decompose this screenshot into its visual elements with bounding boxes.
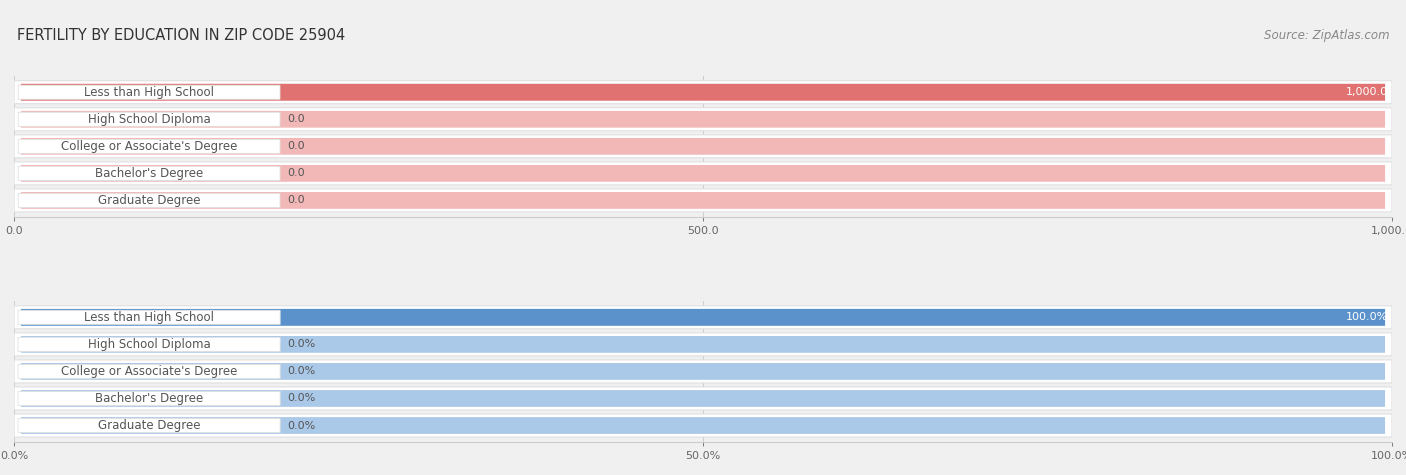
FancyBboxPatch shape [21,165,1385,182]
FancyBboxPatch shape [18,166,280,180]
Text: 0.0: 0.0 [287,114,305,124]
Text: 0.0: 0.0 [287,142,305,152]
FancyBboxPatch shape [14,189,1392,212]
Text: 0.0%: 0.0% [287,339,315,349]
FancyBboxPatch shape [14,135,1392,158]
FancyBboxPatch shape [21,336,1385,353]
FancyBboxPatch shape [18,364,280,379]
Text: Bachelor's Degree: Bachelor's Degree [96,392,204,405]
Text: Graduate Degree: Graduate Degree [98,419,200,432]
FancyBboxPatch shape [18,193,280,208]
FancyBboxPatch shape [18,112,280,126]
Text: 0.0%: 0.0% [287,393,315,403]
FancyBboxPatch shape [21,192,1385,209]
FancyBboxPatch shape [14,387,1392,410]
Text: High School Diploma: High School Diploma [87,113,211,126]
FancyBboxPatch shape [18,85,280,99]
FancyBboxPatch shape [21,138,1385,155]
Text: 0.0: 0.0 [287,169,305,179]
Text: College or Associate's Degree: College or Associate's Degree [60,365,238,378]
FancyBboxPatch shape [14,162,1392,185]
FancyBboxPatch shape [14,81,1392,104]
Text: 100.0%: 100.0% [1346,312,1388,323]
Text: 0.0%: 0.0% [287,366,315,376]
FancyBboxPatch shape [21,84,1385,101]
Text: Graduate Degree: Graduate Degree [98,194,200,207]
Text: FERTILITY BY EDUCATION IN ZIP CODE 25904: FERTILITY BY EDUCATION IN ZIP CODE 25904 [17,28,344,44]
FancyBboxPatch shape [21,84,1385,101]
Text: 0.0: 0.0 [287,195,305,206]
Text: College or Associate's Degree: College or Associate's Degree [60,140,238,153]
FancyBboxPatch shape [18,337,280,352]
Text: High School Diploma: High School Diploma [87,338,211,351]
Text: Less than High School: Less than High School [84,311,214,324]
FancyBboxPatch shape [21,390,1385,407]
Text: Less than High School: Less than High School [84,86,214,99]
FancyBboxPatch shape [14,333,1392,356]
FancyBboxPatch shape [21,309,1385,326]
Text: 0.0%: 0.0% [287,420,315,430]
FancyBboxPatch shape [14,360,1392,383]
FancyBboxPatch shape [18,139,280,153]
FancyBboxPatch shape [18,418,280,433]
FancyBboxPatch shape [14,306,1392,329]
FancyBboxPatch shape [21,363,1385,380]
Text: 1,000.0: 1,000.0 [1346,87,1388,97]
FancyBboxPatch shape [21,417,1385,434]
FancyBboxPatch shape [21,111,1385,128]
FancyBboxPatch shape [21,309,1385,326]
FancyBboxPatch shape [18,391,280,406]
Text: Bachelor's Degree: Bachelor's Degree [96,167,204,180]
FancyBboxPatch shape [14,414,1392,437]
FancyBboxPatch shape [18,310,280,324]
FancyBboxPatch shape [14,108,1392,131]
Text: Source: ZipAtlas.com: Source: ZipAtlas.com [1264,28,1389,41]
